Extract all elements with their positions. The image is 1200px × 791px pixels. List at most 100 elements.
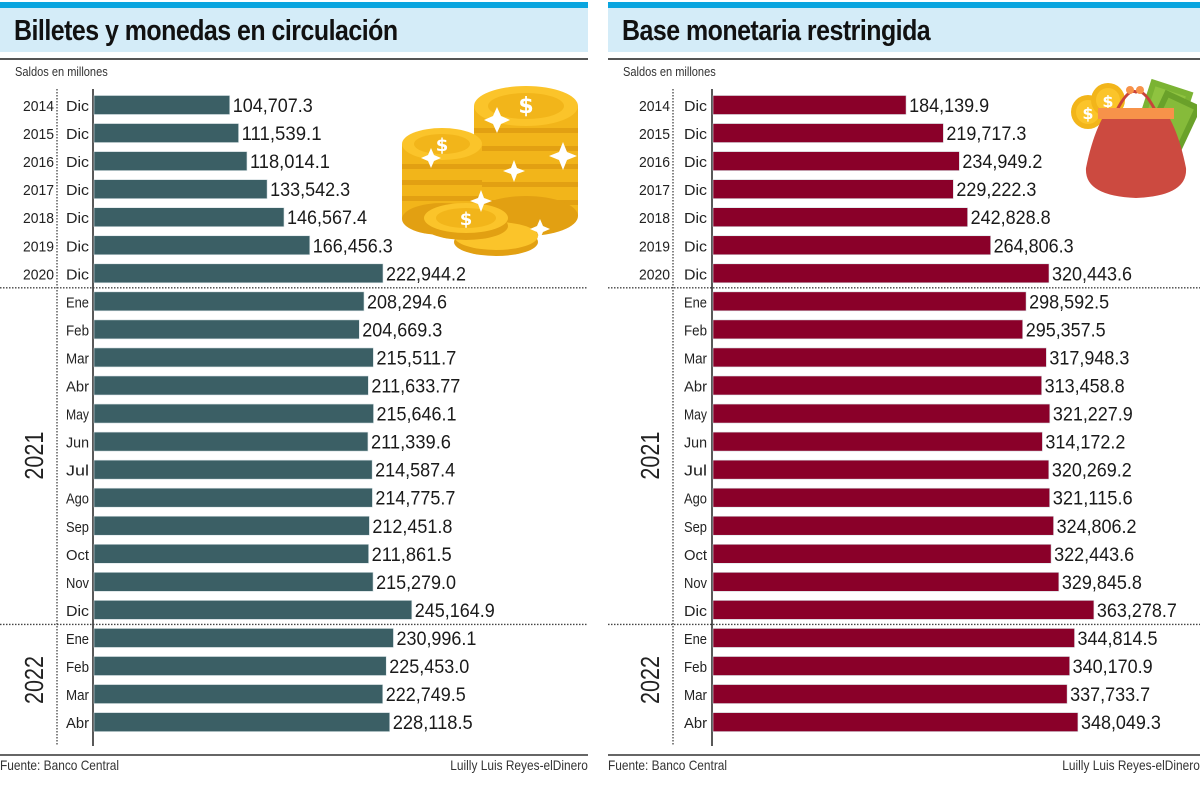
- bar-value-label: 211,633.77: [371, 377, 460, 398]
- bar: [93, 684, 384, 704]
- bar: [93, 291, 365, 312]
- title-box: Billetes y monedas en circulación: [0, 8, 588, 52]
- bar: [93, 375, 369, 396]
- bar: [93, 403, 374, 424]
- bar: [712, 628, 1075, 648]
- bar-value-label: 324,806.2: [1057, 517, 1137, 538]
- group-year-label: 2022: [19, 656, 49, 704]
- bar-value-label: 211,861.5: [372, 545, 452, 566]
- bar: [93, 487, 373, 508]
- credit-note: Luilly Luis Reyes-elDinero: [1062, 757, 1200, 773]
- month-label: Dic: [684, 98, 708, 115]
- month-label: Dic: [684, 126, 708, 143]
- month-label: Feb: [66, 659, 89, 676]
- bar-chart-base-monetaria: 184,139.9 Dic 2014 219,717.3 Dic 2015 234,949.…: [608, 89, 1200, 746]
- bar: [93, 572, 374, 592]
- month-label: Ago: [66, 491, 89, 508]
- month-label: Ene: [66, 631, 89, 648]
- month-label: Oct: [684, 547, 708, 564]
- bar: [93, 263, 384, 284]
- month-label: Abr: [684, 379, 707, 396]
- svg-text:$: $: [460, 209, 473, 230]
- bar: [712, 487, 1051, 508]
- bar: [93, 712, 391, 732]
- month-label: Feb: [66, 322, 89, 339]
- month-label: Feb: [684, 659, 707, 676]
- bar-value-label: 264,806.3: [994, 236, 1074, 257]
- bar: [93, 151, 248, 171]
- bar: [712, 95, 907, 115]
- accent-bar: [608, 2, 1200, 8]
- bar-value-label: 104,707.3: [233, 96, 313, 117]
- bar-value-label: 166,456.3: [313, 236, 393, 257]
- bar-value-label: 211,339.6: [371, 433, 451, 454]
- bar: [93, 95, 231, 115]
- month-label: Sep: [684, 519, 707, 536]
- bar-value-label: 317,948.3: [1049, 348, 1129, 369]
- bar: [93, 319, 360, 340]
- bar: [712, 572, 1060, 592]
- bar: [93, 543, 369, 564]
- month-label: May: [66, 407, 89, 424]
- bar-value-label: 242,828.8: [971, 208, 1051, 229]
- month-label: Ago: [684, 491, 707, 508]
- month-label: Feb: [684, 322, 707, 339]
- group-year-label: 2021: [19, 432, 49, 480]
- panel-base-monetaria: Base monetaria restringida Saldos en mil…: [608, 0, 1200, 791]
- credit-note: Luilly Luis Reyes-elDinero: [450, 757, 588, 773]
- bar-value-label: 219,717.3: [946, 124, 1026, 145]
- source-note: Fuente: Banco Central: [608, 757, 728, 773]
- year-label: 2017: [23, 182, 54, 199]
- bar-value-label: 337,733.7: [1070, 685, 1150, 706]
- panel-billetes-monedas: Billetes y monedas en circulación Saldos…: [0, 0, 588, 791]
- bar-value-label: 230,996.1: [396, 629, 476, 650]
- bar: [712, 319, 1023, 340]
- bar: [93, 656, 387, 676]
- bar-value-label: 363,278.7: [1097, 601, 1177, 622]
- bar: [712, 235, 991, 256]
- group-year-label: 2022: [635, 656, 665, 704]
- bar-value-label: 322,443.6: [1054, 545, 1134, 566]
- bar-value-label: 320,443.6: [1052, 264, 1132, 285]
- bar-value-label: 340,170.9: [1073, 657, 1153, 678]
- month-label: Dic: [684, 210, 708, 227]
- svg-text:$: $: [1102, 92, 1113, 111]
- month-label: Mar: [66, 350, 89, 367]
- year-label: 2019: [23, 238, 54, 255]
- accent-bar: [0, 2, 588, 8]
- svg-text:$: $: [1082, 104, 1093, 123]
- year-label: 2020: [639, 266, 670, 283]
- bar: [93, 628, 394, 648]
- month-label: Dic: [66, 238, 90, 255]
- bar-value-label: 146,567.4: [287, 208, 367, 229]
- bar-value-label: 133,542.3: [270, 180, 350, 201]
- bar: [712, 600, 1095, 620]
- bar: [712, 459, 1050, 480]
- bar-value-label: 234,949.2: [962, 152, 1042, 173]
- month-label: Dic: [684, 154, 708, 171]
- month-label: Ene: [66, 294, 89, 311]
- bar-value-label: 295,357.5: [1026, 320, 1106, 341]
- chart-subtitle: Saldos en millones: [623, 64, 716, 79]
- month-label: Dic: [66, 98, 90, 115]
- month-label: Dic: [66, 182, 90, 199]
- bar-value-label: 320,269.2: [1052, 461, 1132, 482]
- bar: [93, 600, 413, 620]
- bar: [712, 515, 1054, 536]
- month-label: Abr: [684, 715, 707, 732]
- bar: [712, 123, 944, 143]
- bar-value-label: 215,646.1: [377, 405, 457, 426]
- bar: [712, 291, 1027, 312]
- bar-value-label: 208,294.6: [367, 292, 447, 313]
- bar-value-label: 348,049.3: [1081, 713, 1161, 734]
- bar: [712, 347, 1047, 368]
- month-label: Mar: [684, 687, 707, 704]
- bar: [712, 179, 954, 199]
- svg-text:$: $: [518, 94, 533, 119]
- year-label: 2015: [23, 126, 54, 143]
- bar: [712, 712, 1079, 732]
- coin-purse-icon: $ $: [1071, 78, 1197, 198]
- month-label: Jul: [684, 463, 707, 480]
- month-label: Nov: [684, 575, 707, 592]
- year-label: 2018: [23, 210, 54, 227]
